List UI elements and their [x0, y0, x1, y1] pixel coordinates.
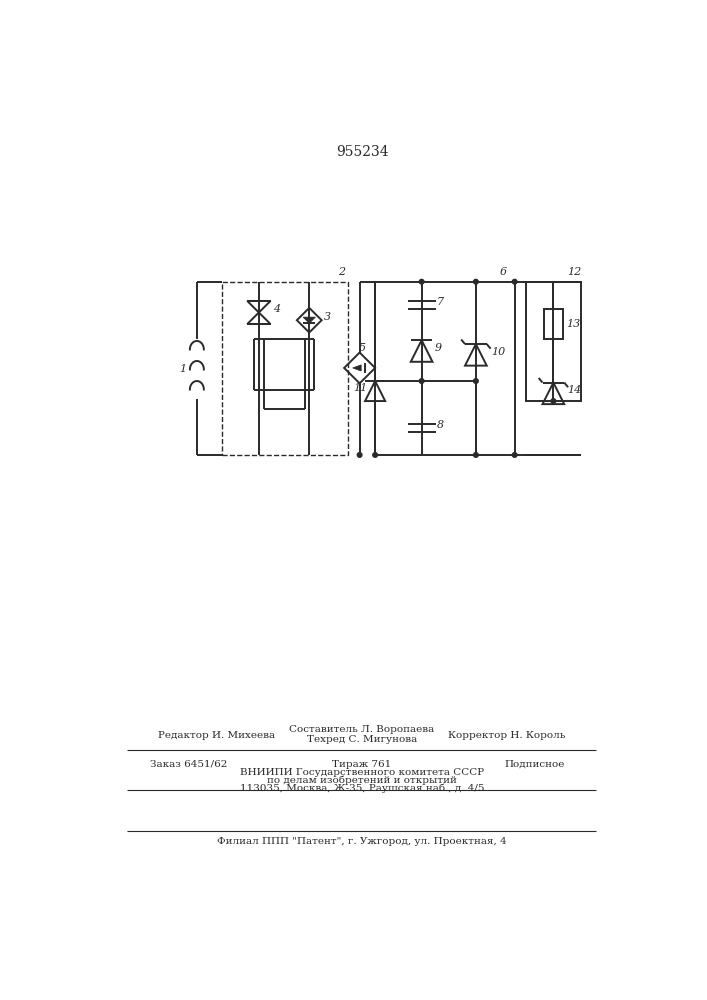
Circle shape [419, 379, 424, 383]
Text: 2: 2 [338, 267, 345, 277]
Text: Тираж 761: Тираж 761 [332, 760, 392, 769]
Bar [544, 309, 563, 339]
Circle shape [474, 379, 478, 383]
Text: по делам изобретений и открытий: по делам изобретений и открытий [267, 776, 457, 785]
Text: 6: 6 [499, 267, 506, 277]
Text: 13: 13 [566, 319, 580, 329]
Text: Составитель Л. Воропаева: Составитель Л. Воропаева [289, 725, 435, 734]
Text: Заказ 6451/62: Заказ 6451/62 [151, 760, 228, 769]
Text: Корректор Н. Король: Корректор Н. Король [448, 731, 565, 740]
Text: ВНИИПИ Государственного комитета СССР: ВНИИПИ Государственного комитета СССР [240, 768, 484, 777]
Polygon shape [353, 365, 361, 371]
Circle shape [474, 279, 478, 284]
Text: 113035, Москва, Ж-35, Раушская наб., д. 4/5: 113035, Москва, Ж-35, Раушская наб., д. … [240, 784, 484, 793]
Circle shape [419, 279, 424, 284]
Circle shape [513, 279, 517, 284]
Text: Редактор И. Михеева: Редактор И. Михеева [158, 731, 275, 740]
Text: 955234: 955234 [336, 145, 388, 159]
Bar [223, 282, 348, 455]
Text: 11: 11 [354, 383, 368, 393]
Circle shape [474, 453, 478, 457]
Text: 14: 14 [567, 385, 582, 395]
Text: Филиал ППП "Патент", г. Ужгород, ул. Проектная, 4: Филиал ППП "Патент", г. Ужгород, ул. Про… [217, 837, 507, 846]
Text: 1: 1 [179, 364, 186, 374]
Text: 4: 4 [273, 304, 280, 314]
Text: 12: 12 [567, 267, 581, 277]
Text: 8: 8 [437, 420, 444, 430]
Bar [375, 282, 515, 455]
Text: 10: 10 [491, 347, 506, 357]
Text: 5: 5 [359, 343, 366, 353]
Circle shape [357, 453, 362, 457]
Polygon shape [303, 317, 315, 323]
Text: 7: 7 [437, 297, 444, 307]
Circle shape [513, 453, 517, 457]
Text: Техред С. Мигунова: Техред С. Мигунова [307, 735, 417, 744]
Text: 3: 3 [324, 312, 331, 322]
Circle shape [551, 399, 556, 403]
Bar [526, 282, 580, 401]
Circle shape [373, 453, 378, 457]
Text: Подписное: Подписное [505, 760, 565, 769]
Text: 9: 9 [435, 343, 442, 353]
